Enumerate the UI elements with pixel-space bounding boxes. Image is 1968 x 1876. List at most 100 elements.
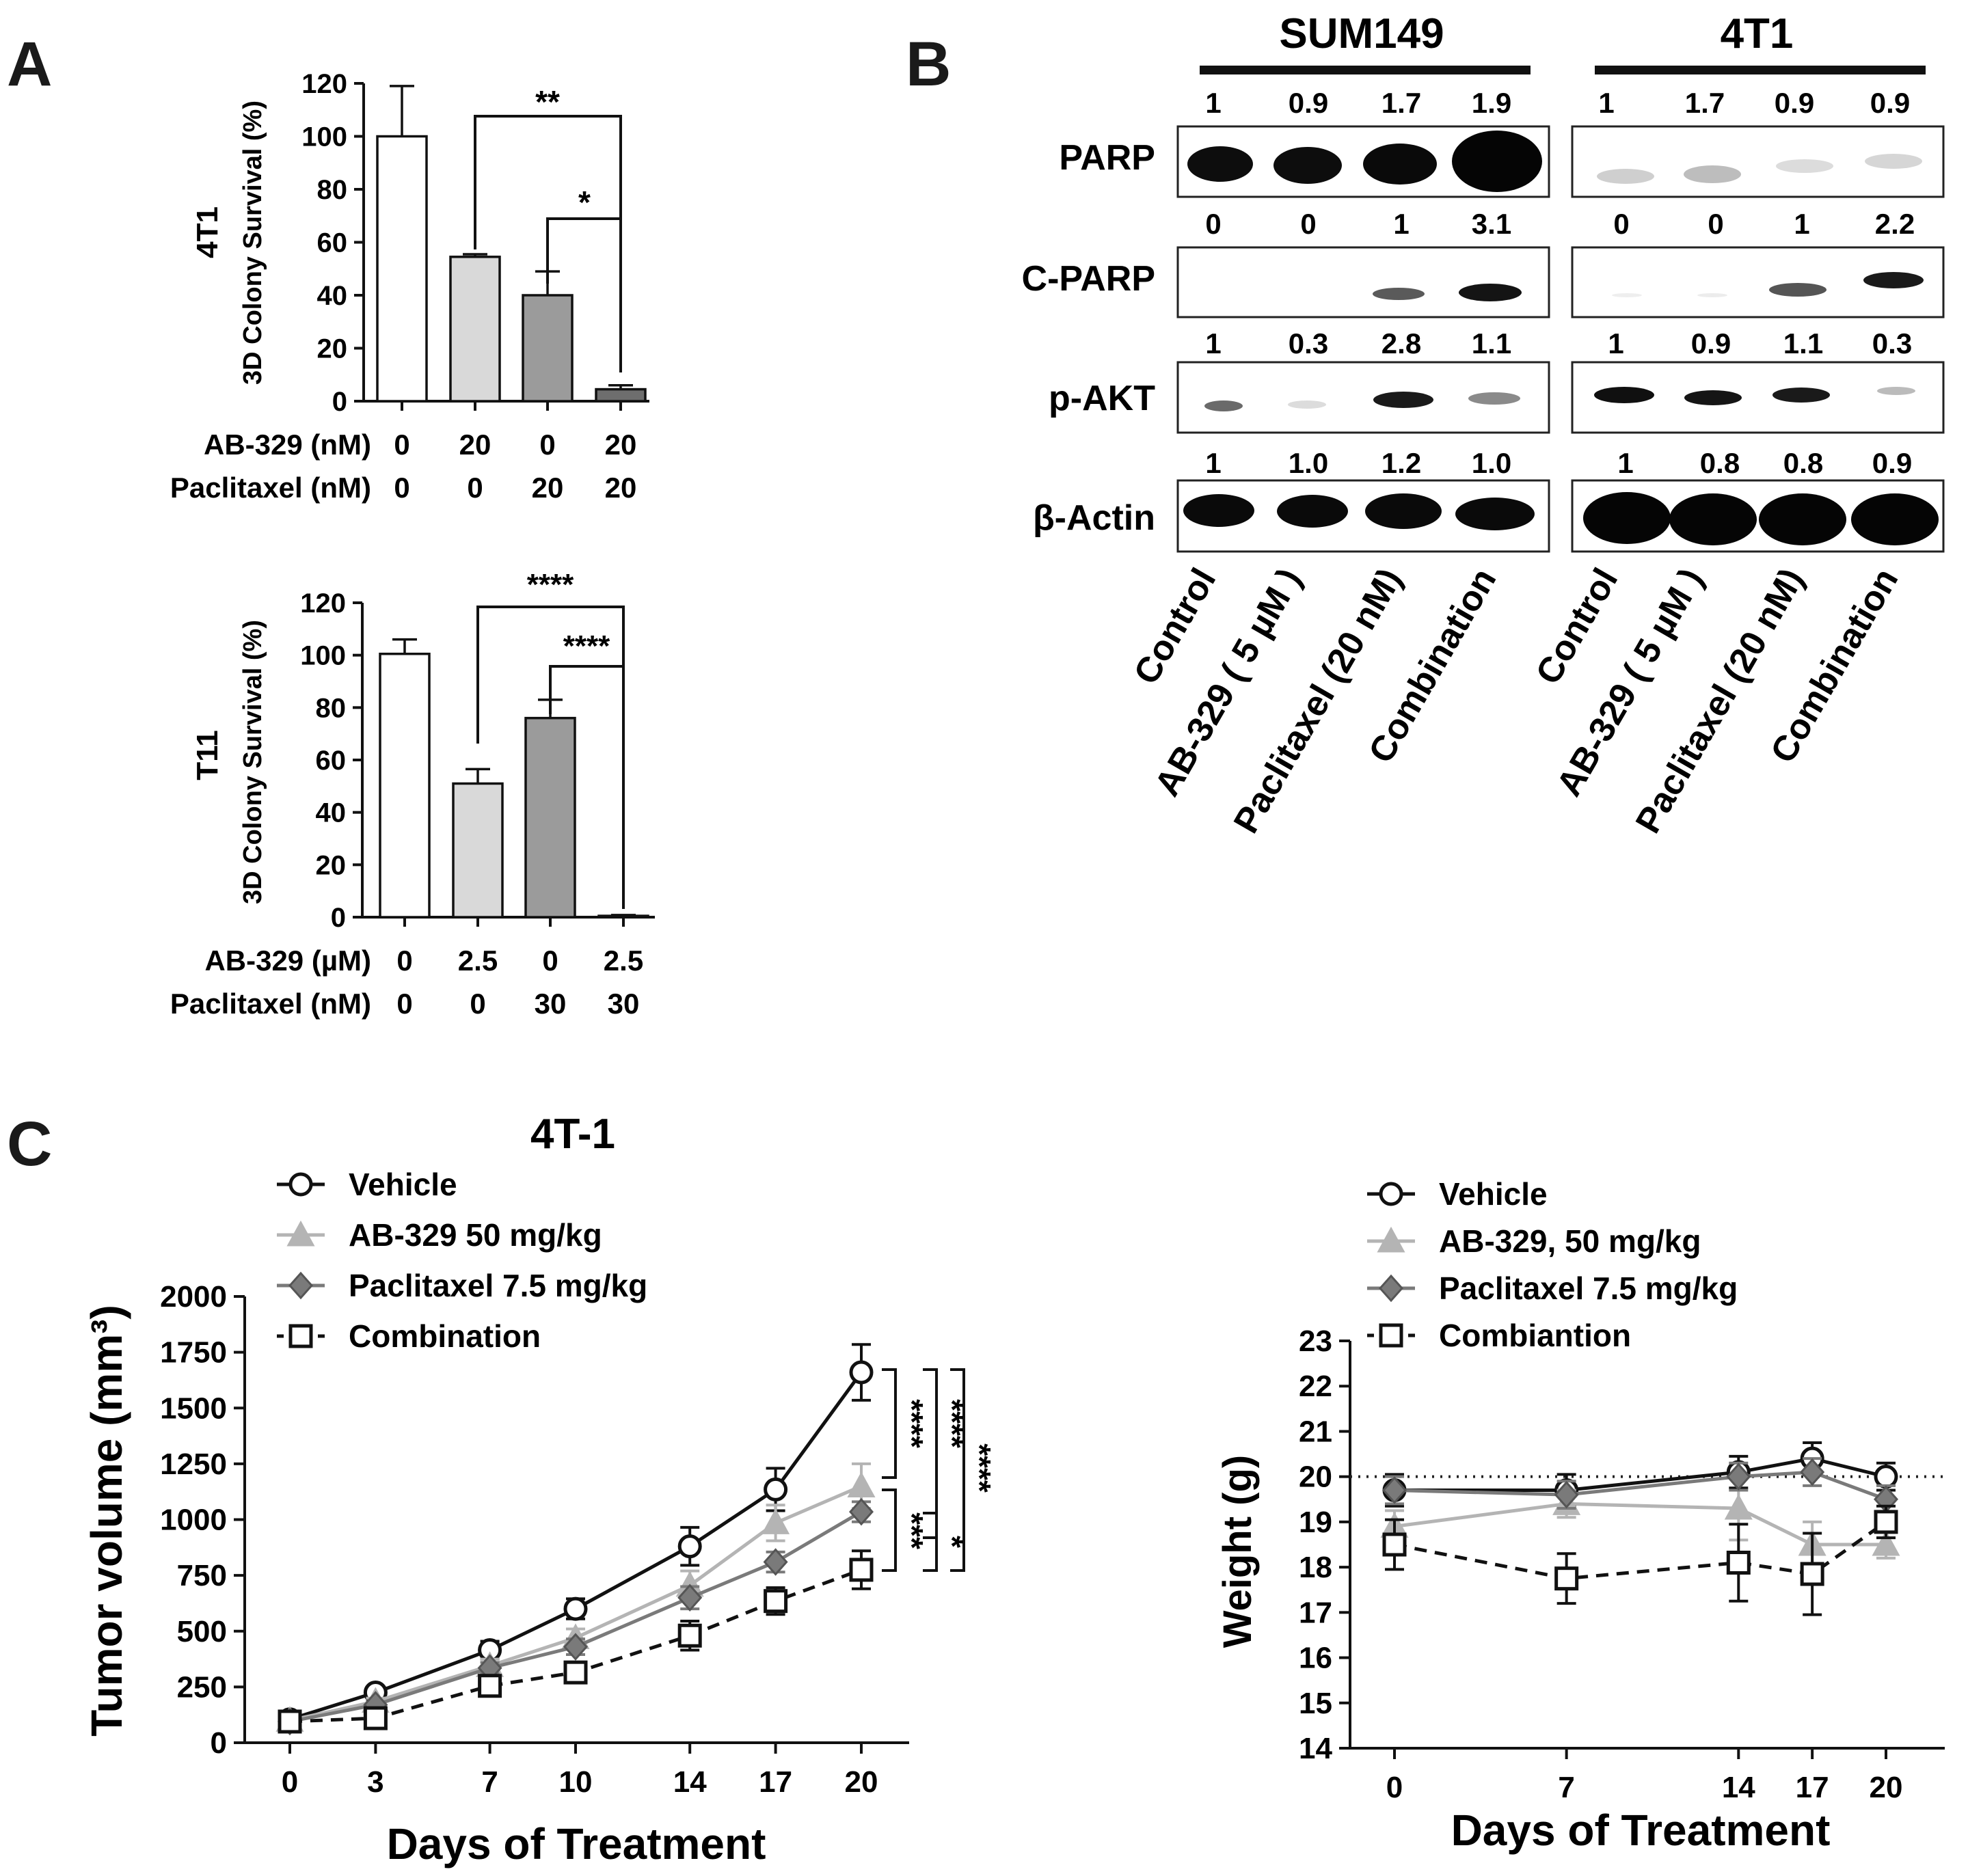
a-top-ytick-label-2: 40 [317,281,348,311]
c-right-xtick-label-4: 20 [1870,1771,1903,1804]
panel-c-left: 0 250 500 750 1000 1250 1500 1750 2000 0 3 7 10 14 17 2… [82,1167,997,1868]
band-4t1-b-actin-3 [1759,493,1846,545]
quant-sum149-r1-l2: 0.9 [1289,87,1328,119]
a-top-ytick-label-5: 100 [301,122,347,152]
quant-sum149-r4-l3: 1.2 [1381,447,1421,479]
c-left-ytick-label-2: 500 [177,1615,227,1648]
c-right-series-3-point-4 [1874,1510,1898,1534]
panel-c-title: 4T-1 [530,1111,615,1158]
c-left-ylabel: Tumor volume (mm³) [82,1305,131,1737]
a-top-r2-v2: 0 [467,472,483,504]
c-left-series-2-point-5 [763,1548,788,1576]
a-top-bracket-1-stars: ** [535,84,560,120]
band-4t1-p-akt-1 [1594,387,1654,403]
sig-bracket-2 [923,1368,938,1539]
band-sum149-parp-1 [1187,146,1253,182]
c-right-ylabel: Weight (g) [1215,1455,1260,1648]
a-top-ytick-label-0: 0 [332,387,347,417]
c-left-ytick-label-0: 0 [211,1726,227,1760]
band-sum149-p-akt-1 [1204,400,1243,411]
c-left-series-3-point-2 [478,1674,502,1698]
a-bottom-ytick-label-1: 20 [316,850,347,880]
band-4t1-parp-3 [1776,159,1833,173]
band-4t1-parp-1 [1597,169,1654,184]
a-top-ytick-label-1: 20 [317,334,348,364]
group-label-sum149: SUM149 [1279,10,1444,57]
sig-bracket-3 [950,1368,965,1572]
c-right-legend-marker-0 [1379,1182,1403,1206]
a-top-r2-v1: 0 [394,472,409,504]
a-bottom-r2-v2: 0 [470,988,485,1020]
a-bottom-ytick-label-2: 40 [316,798,347,828]
sig-label-3: **** [962,1443,997,1493]
c-left-legend-marker-0 [288,1172,313,1197]
c-right-legend-label-3: Combiantion [1439,1318,1631,1353]
band-4t1-parp-4 [1865,154,1922,169]
quant-4t1-r2-l4: 2.2 [1875,208,1915,240]
a-top-r1-v4: 20 [605,429,637,461]
row-label-parp: PARP [1059,138,1155,178]
c-right-series-3-point-0 [1382,1532,1407,1557]
band-sum149-p-akt-2 [1288,400,1326,409]
band-4t1-parp-2 [1684,165,1741,183]
blot-box-sum149-c-parp [1176,246,1550,318]
band-4t1-b-actin-1 [1583,492,1671,544]
sig-bracket-5 [923,1512,938,1572]
a-bottom-row1-label: AB-329 (µM) [204,944,371,977]
quant-sum149-r3-l4: 1.1 [1472,327,1511,359]
c-left-xtick-label-6: 20 [845,1765,878,1799]
quant-4t1-r1-l4: 0.9 [1870,87,1910,119]
quant-4t1-r4-l4: 0.9 [1872,447,1912,479]
a-bottom-ylabel: 3D Colony Survival (%) [239,620,267,904]
row-label-p-akt: p-AKT [1049,379,1155,418]
a-bottom-r1-v3: 0 [542,944,558,977]
a-bottom-cell-label: T11 [191,730,224,780]
c-right-series-line-3 [1394,1520,1887,1581]
c-left-xtick-label-1: 3 [367,1765,383,1799]
band-sum149-b-actin-2 [1277,495,1348,528]
c-left-legend-label-2: Paclitaxel 7.5 mg/kg [349,1268,647,1303]
band-sum149-c-parp-4 [1459,284,1522,301]
a-top-bar-0 [376,135,428,403]
a-bottom-bars [379,638,649,919]
c-left-series-2-point-3 [563,1633,589,1661]
row-label-c-parp: C-PARP [1022,259,1155,299]
a-bottom-bar-3 [597,914,649,919]
a-top-bar-2 [522,294,574,403]
c-right-xtick-label-1: 7 [1558,1771,1574,1804]
a-bottom-ytick-label-6: 120 [300,588,346,618]
quant-4t1-r4-l2: 0.8 [1700,447,1740,479]
c-left-ytick-label-1: 250 [177,1670,227,1704]
band-sum149-c-parp-3 [1373,288,1425,300]
a-top-r1-v3: 0 [539,429,555,461]
c-right-ytick-label-2: 16 [1299,1642,1332,1675]
c-left-series-3-point-3 [563,1660,588,1685]
c-left-legend-label-0: Vehicle [349,1167,457,1202]
c-left-series-0-point-3 [563,1596,588,1621]
quant-sum149-r2-l1: 0 [1205,208,1221,240]
c-left-xlabel: Days of Treatment [387,1819,766,1868]
a-top-cell-label: 4T1 [191,206,224,258]
c-left-legend-label-1: AB-329 50 mg/kg [349,1217,602,1253]
c-right-series-3-point-2 [1726,1550,1751,1575]
c-right-ytick-label-0: 14 [1299,1732,1332,1765]
quant-4t1-r2-l2: 0 [1708,208,1723,240]
panel-b-western-blot: SUM149 4T1 PARP C-PARP p-AKT β-Actin 1 0… [1022,10,1945,840]
c-right-series-2-point-0 [1381,1476,1407,1504]
c-left-ytick-label-4: 1000 [160,1504,227,1537]
a-top-ytick-label-4: 80 [317,175,348,205]
c-right-legend-label-1: AB-329, 50 mg/kg [1439,1223,1701,1259]
c-right-ytick-label-7: 21 [1299,1415,1332,1448]
c-right-ytick-label-1: 15 [1299,1687,1332,1720]
a-bottom-r1-v1: 0 [396,944,412,977]
c-right-ytick-label-5: 19 [1299,1506,1332,1539]
a-bottom-bracket-2-stars: **** [563,629,610,663]
a-bottom-bar-0 [379,653,431,919]
panel-letter-b: B [906,29,951,99]
a-bottom-r1-v2: 2.5 [458,944,498,977]
a-top-row2-label: Paclitaxel (nM) [170,472,371,504]
band-4t1-c-parp-1 [1612,293,1642,297]
lane-label-sum149-1: Control [1127,562,1224,691]
band-sum149-parp-2 [1273,147,1342,184]
